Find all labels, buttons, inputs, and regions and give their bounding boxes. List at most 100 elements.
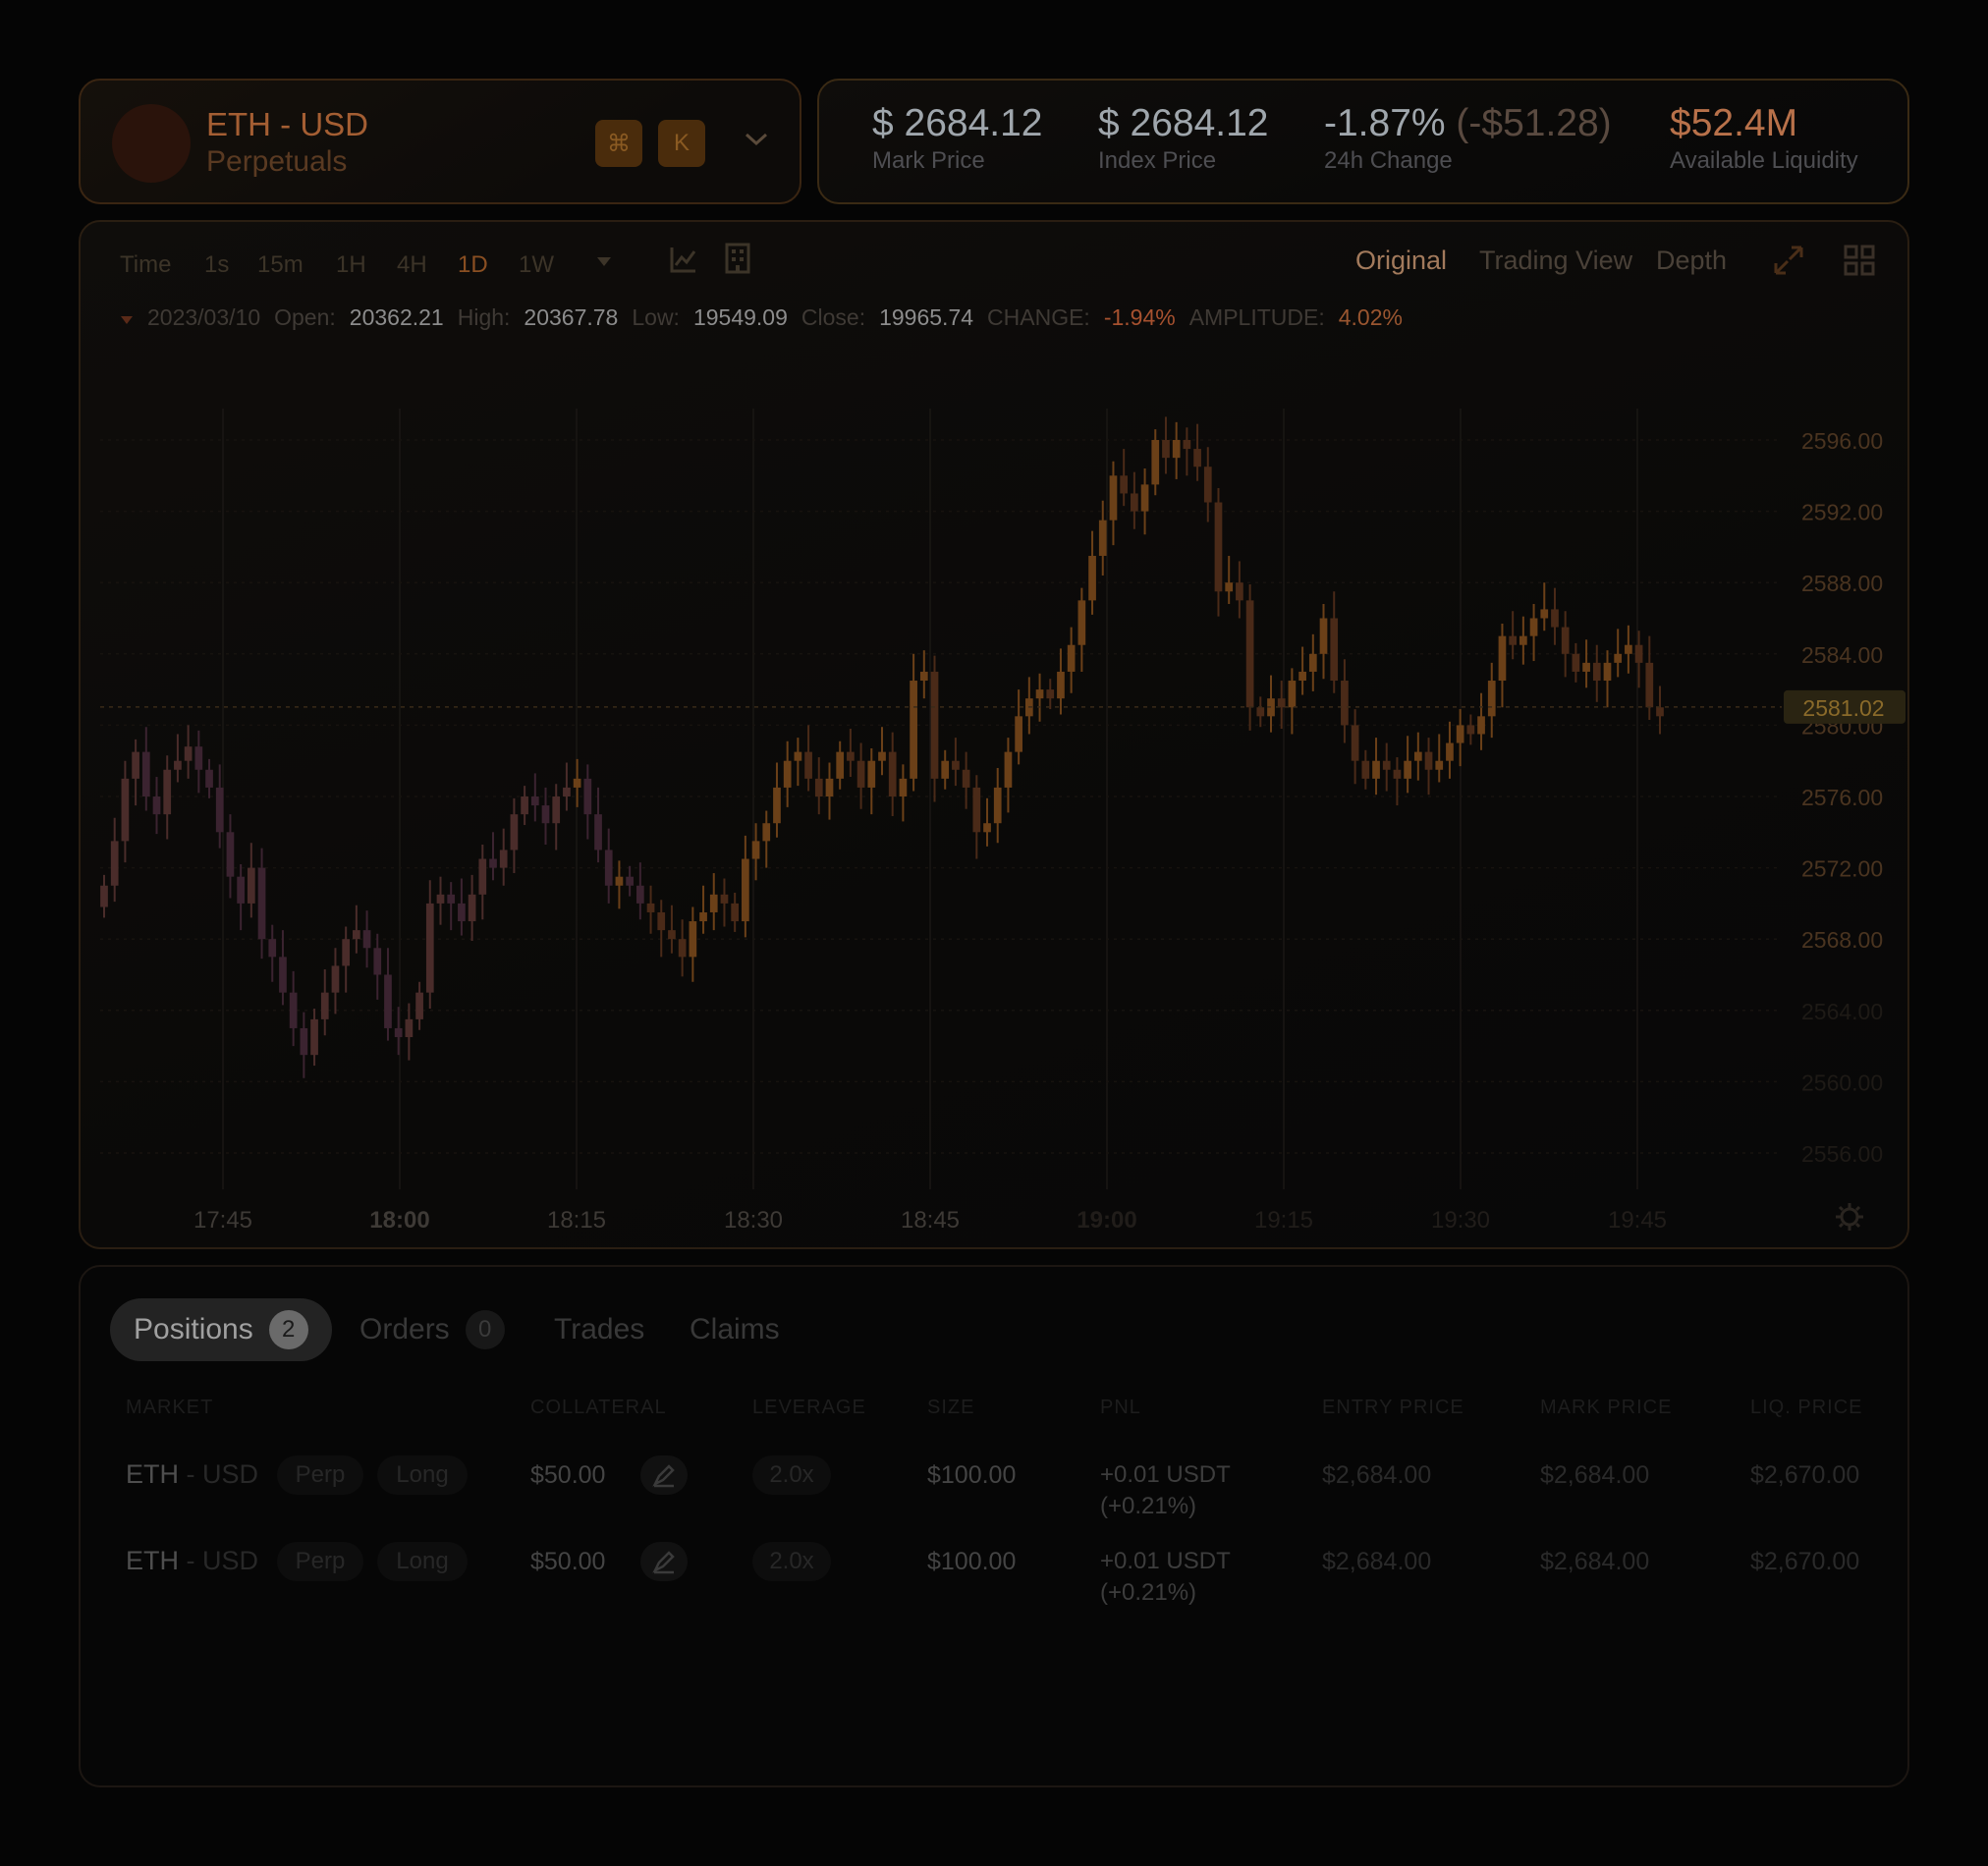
candle-body — [552, 796, 561, 824]
row-pnl-percent: (+0.21%) — [1100, 1493, 1197, 1519]
candle-body — [657, 911, 666, 931]
candle-body — [530, 796, 539, 806]
candle-body — [899, 778, 908, 796]
candle-body — [1004, 751, 1013, 788]
amplitude-label: AMPLITUDE: — [1188, 304, 1325, 330]
candle-body — [1245, 600, 1254, 708]
candle-body — [1540, 609, 1549, 619]
candle-body — [1140, 484, 1149, 512]
liquidity-stat: $52.4M Available Liquidity — [1670, 102, 1858, 175]
candle-body — [110, 841, 119, 886]
candle-body — [1193, 449, 1201, 467]
candle-body — [888, 751, 897, 796]
view-trading-view-tab[interactable]: Trading View — [1479, 246, 1633, 275]
candle-body — [941, 760, 950, 779]
candle-body — [1015, 716, 1022, 752]
command-key-icon: ⌘ — [595, 120, 642, 167]
candle-body — [268, 939, 277, 958]
timeframe-1s[interactable]: 1s — [204, 251, 230, 278]
view-original-tab[interactable]: Original — [1355, 246, 1448, 275]
candle-body — [1120, 475, 1129, 494]
mark-price-stat: $ 2684.12 Mark Price — [872, 102, 1043, 175]
amplitude-value: 4.02% — [1338, 304, 1403, 330]
liquidity-label: Available Liquidity — [1670, 147, 1858, 174]
market-dropdown-button[interactable] — [733, 116, 780, 163]
candle-body — [100, 885, 108, 907]
candle-body — [1288, 681, 1297, 708]
candle-body — [919, 671, 928, 682]
change-label: CHANGE: — [987, 304, 1090, 330]
change-24h-percent: -1.87% — [1324, 102, 1446, 144]
candlestick-chart[interactable]: 17:45 18:00 18:15 18:30 18:45 19:00 19:15 19:30… — [81, 222, 1911, 1251]
low-label: Low: — [632, 304, 680, 330]
candle-body — [972, 787, 981, 833]
edit-icon — [652, 1464, 675, 1488]
low-value: 19549.09 — [692, 304, 788, 330]
chart-settings-icon[interactable] — [1835, 1202, 1864, 1232]
time-label: Time — [120, 251, 172, 278]
candle-body — [814, 778, 823, 796]
edit-collateral-button[interactable] — [640, 1455, 688, 1495]
ohlc-info: 2023/03/10 Open: 20362.21 High: 20367.78 Low:… — [120, 304, 1416, 331]
y-tick-label: 2556.00 — [1801, 1141, 1883, 1167]
market-selector[interactable]: ETH - USD Perpetuals ⌘ K — [79, 79, 801, 204]
row-collateral: $50.00 — [530, 1461, 606, 1489]
x-tick-label: 18:30 — [724, 1207, 783, 1234]
timeframe-15m[interactable]: 15m — [257, 251, 304, 278]
tab-trades[interactable]: Trades — [554, 1313, 645, 1345]
grid-layout-icon[interactable] — [1843, 244, 1876, 277]
timeframe-1d[interactable]: 1D — [458, 251, 488, 278]
current-price-tag — [1784, 689, 1905, 724]
candle-body — [1413, 751, 1422, 761]
candle-body — [478, 858, 487, 895]
candle-body — [825, 778, 834, 796]
candle-body — [1625, 644, 1632, 654]
high-value: 20367.78 — [524, 304, 619, 330]
fullscreen-icon[interactable] — [1772, 244, 1805, 277]
row-size: $100.00 — [927, 1461, 1017, 1489]
tab-claims[interactable]: Claims — [690, 1313, 780, 1345]
building-icon[interactable] — [723, 242, 752, 275]
col-market: MARKET — [126, 1397, 214, 1418]
row-pnl-percent: (+0.21%) — [1100, 1579, 1197, 1606]
candle-body — [594, 814, 602, 851]
candle-body — [184, 746, 193, 761]
candle-body — [794, 751, 802, 761]
timeframe-1w[interactable]: 1W — [519, 251, 554, 278]
row-liq-price: $2,670.00 — [1750, 1548, 1860, 1575]
timeframe-4h[interactable]: 4H — [397, 251, 427, 278]
col-size: SIZE — [927, 1397, 975, 1418]
candle-body — [867, 760, 876, 788]
collapse-caret-icon[interactable] — [120, 315, 134, 325]
candle-body — [1456, 725, 1464, 743]
timeframe-1h[interactable]: 1H — [336, 251, 366, 278]
timeframe-dropdown-icon[interactable] — [595, 255, 613, 269]
candle-body — [237, 876, 245, 904]
candle-body — [1131, 493, 1138, 512]
k-key-badge: K — [658, 120, 705, 167]
candle-body — [300, 1027, 308, 1056]
row-side-pill: Long — [377, 1455, 468, 1495]
x-tick-label: 18:15 — [547, 1207, 606, 1234]
candle-body — [563, 787, 571, 796]
tab-orders[interactable]: Orders 0 — [359, 1298, 505, 1361]
candle-body — [993, 787, 1002, 824]
candle-body — [583, 778, 592, 815]
x-tick-label: 19:15 — [1254, 1207, 1313, 1234]
index-price-value: $ 2684.12 — [1098, 102, 1269, 144]
candle-body — [878, 751, 886, 761]
candle-body — [1372, 760, 1380, 779]
candle-body — [1109, 475, 1118, 521]
y-tick-label: 2568.00 — [1801, 927, 1883, 953]
market-stats: $ 2684.12 Mark Price $ 2684.12 Index Pri… — [817, 79, 1909, 204]
candle-body — [1498, 635, 1507, 682]
candle-body — [499, 850, 508, 868]
candle-body — [468, 894, 476, 922]
view-depth-tab[interactable]: Depth — [1656, 246, 1728, 275]
tab-positions[interactable]: Positions 2 — [110, 1298, 332, 1361]
candle-body — [709, 894, 718, 912]
candle-body — [1424, 751, 1433, 770]
indicators-icon[interactable] — [668, 244, 699, 275]
row-type-pill: Perp — [277, 1542, 363, 1581]
edit-collateral-button[interactable] — [640, 1542, 688, 1581]
